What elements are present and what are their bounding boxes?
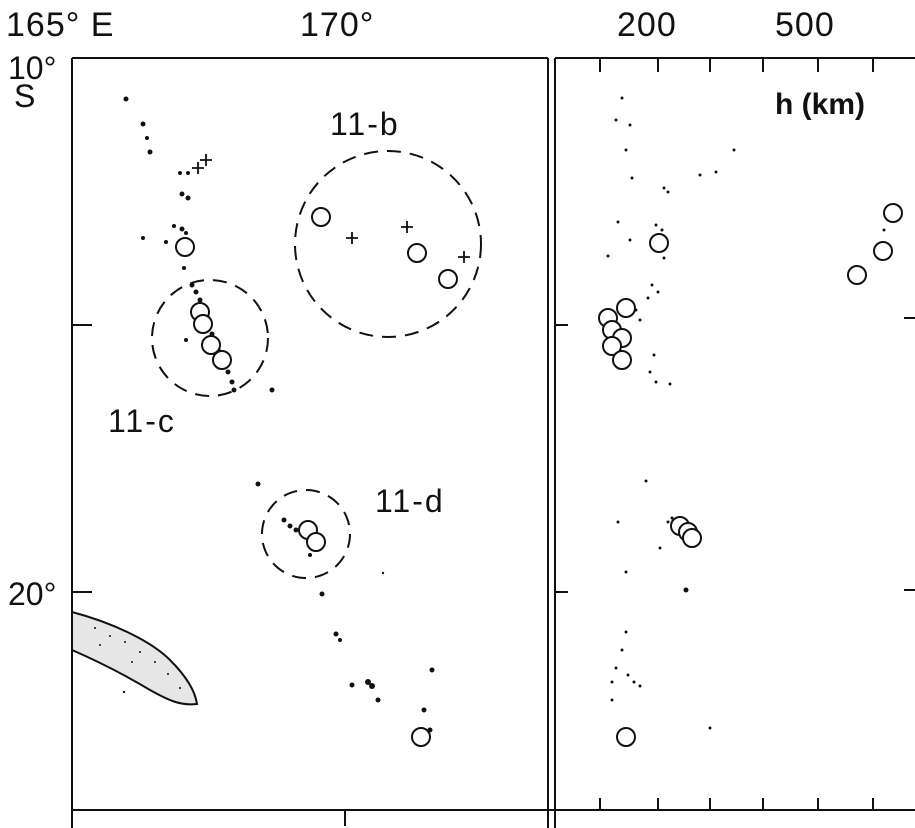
region-circle-11b bbox=[295, 151, 481, 337]
map-open-circles bbox=[176, 208, 457, 746]
depth-dots bbox=[607, 97, 886, 732]
depth-panel-ticks bbox=[555, 58, 915, 810]
island-outline bbox=[72, 612, 197, 704]
map-epicenter-dots bbox=[123, 97, 435, 733]
map-ticks bbox=[72, 325, 345, 826]
depth-open-circles bbox=[599, 204, 902, 746]
